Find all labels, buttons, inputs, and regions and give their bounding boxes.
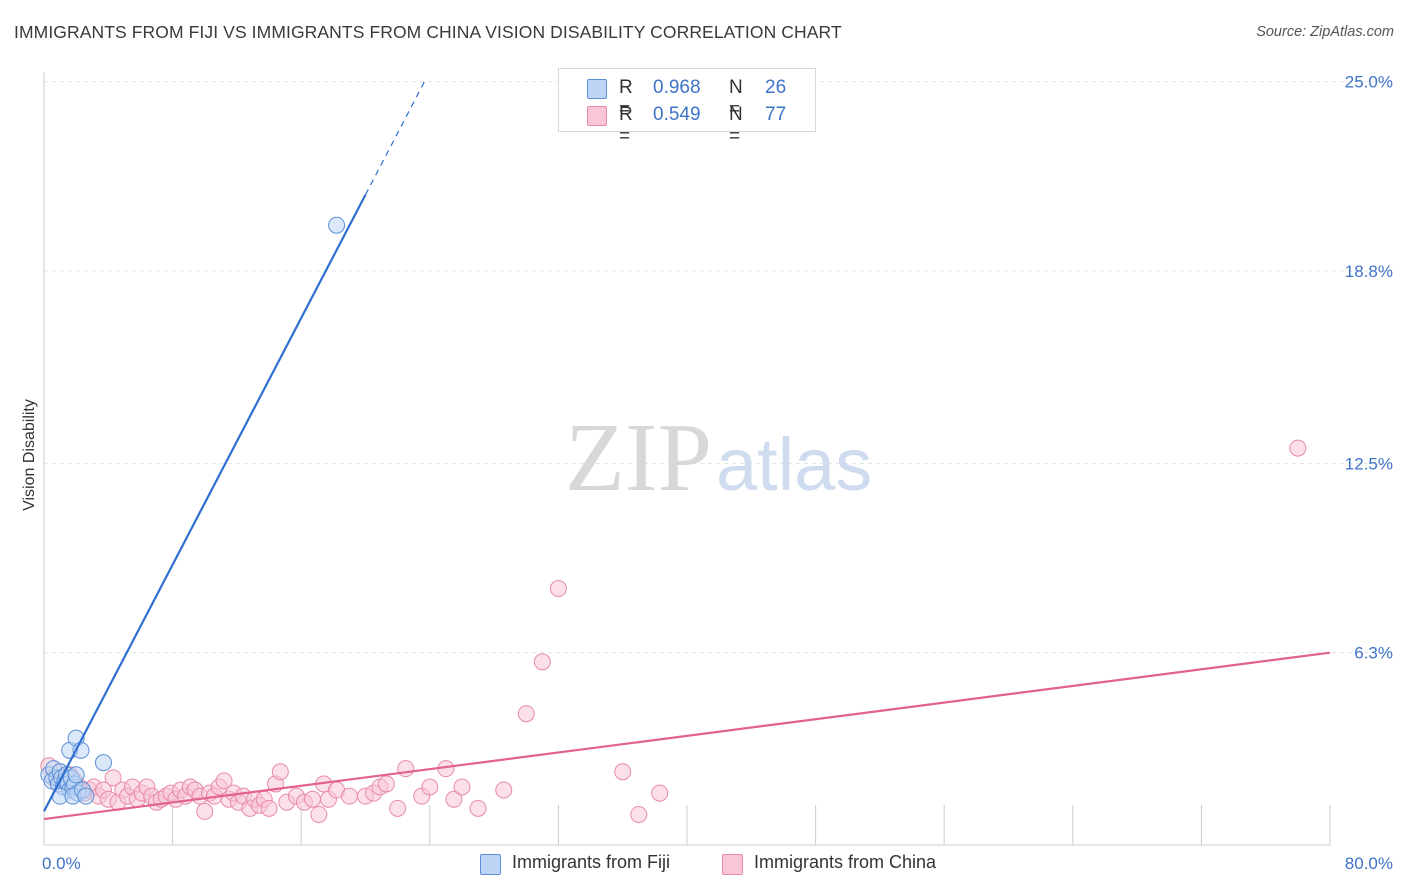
- r-value: 0.549: [653, 104, 701, 125]
- source-label: Source: ZipAtlas.com: [1256, 24, 1394, 40]
- china-point: [445, 790, 463, 808]
- china-point: [614, 763, 632, 781]
- china-point: [215, 772, 233, 790]
- fiji-point: [67, 766, 85, 784]
- china-point: [533, 653, 551, 671]
- fiji-legend-swatch: [480, 854, 501, 875]
- china-point: [271, 763, 289, 781]
- x-tick-label: 80.0%: [1345, 854, 1393, 873]
- fiji-trend-extension: [364, 80, 426, 195]
- china-point: [469, 799, 487, 817]
- china-point: [104, 769, 122, 787]
- fiji-trend-line: [43, 194, 367, 812]
- tick-labels: 6.3% 12.5% 18.8% 25.0% 0.0% 80.0%: [42, 73, 1393, 873]
- china-trend-line: [43, 651, 1331, 821]
- china-point: [453, 778, 471, 796]
- axes: [43, 72, 1331, 846]
- y-tick-label: 25.0%: [1345, 73, 1393, 92]
- china-point: [421, 778, 439, 796]
- correlation-legend: R = 0.968 N = 26 R = 0.549 N = 77: [558, 68, 816, 147]
- fiji-point: [328, 216, 346, 234]
- fiji-point: [94, 754, 112, 772]
- x-tick-label: 0.0%: [42, 854, 81, 873]
- y-tick-label: 18.8%: [1345, 262, 1393, 281]
- fiji-point: [77, 787, 95, 805]
- china-point: [397, 760, 415, 778]
- r-value: 0.968: [653, 77, 701, 98]
- y-tick-label: 6.3%: [1354, 644, 1393, 663]
- n-value: 26: [765, 77, 787, 98]
- chart-title: IMMIGRANTS FROM FIJI VS IMMIGRANTS FROM …: [14, 22, 842, 42]
- r-label: R =: [619, 77, 633, 120]
- china-point: [303, 790, 321, 808]
- grid-lines: [44, 81, 1393, 654]
- china-point: [1289, 439, 1307, 457]
- n-label: N =: [729, 77, 743, 120]
- watermark-zip: ZIP: [565, 404, 712, 512]
- watermark-atlas: atlas: [716, 423, 872, 506]
- china-legend-swatch: [722, 854, 743, 875]
- china-point: [549, 580, 567, 598]
- fiji-legend-label: Immigrants from Fiji: [512, 852, 671, 872]
- china-point: [651, 784, 669, 802]
- china-legend-label: Immigrants from China: [754, 852, 937, 872]
- y-tick-label: 12.5%: [1345, 454, 1393, 473]
- china-point: [377, 775, 395, 793]
- china-point: [495, 781, 513, 799]
- china-swatch: [587, 106, 607, 126]
- n-label: N =: [729, 104, 743, 147]
- china-point: [340, 787, 358, 805]
- trend-lines: [43, 80, 1331, 821]
- china-point: [630, 805, 648, 823]
- china-point: [310, 805, 328, 823]
- china-point: [517, 705, 535, 723]
- r-label: R =: [619, 104, 633, 147]
- series-fiji-points: [40, 216, 346, 805]
- china-point: [260, 799, 278, 817]
- fiji-swatch: [587, 79, 607, 99]
- china-point: [389, 799, 407, 817]
- y-axis-label: Vision Disability: [21, 399, 38, 511]
- china-point: [196, 802, 214, 820]
- n-value: 77: [765, 104, 787, 125]
